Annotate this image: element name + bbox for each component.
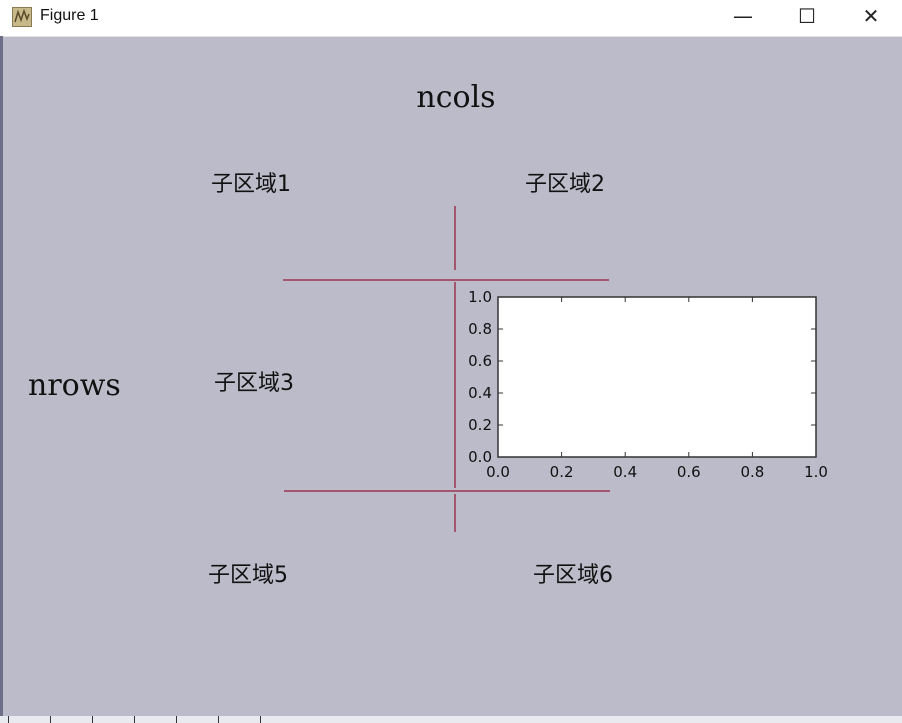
toolbar-button[interactable] [50,716,88,723]
toolbar-button[interactable] [260,716,298,723]
maximize-icon: ☐ [798,4,816,28]
matplotlib-figure-icon [12,7,32,27]
figure-canvas: ncols nrows 子区域1 子区域2 子区域3 子区域5 子区域6 0.0… [0,36,902,716]
y-tick-label: 0.8 [468,320,492,338]
x-tick-label: 0.8 [740,463,764,481]
grid-divider-lines [283,206,610,532]
ncols-label: ncols [416,80,495,115]
close-button[interactable]: ✕ [848,0,894,32]
subplot-label-5: 子区域5 [208,563,288,588]
toolbar-button[interactable] [134,716,172,723]
y-tick-label: 0.0 [468,448,492,466]
toolbar-button[interactable] [8,716,46,723]
subplot-label-1: 子区域1 [211,172,291,197]
window-title: Figure 1 [40,7,99,24]
axes-plot-area [497,296,817,458]
title-bar[interactable]: Figure 1 — ☐ ✕ [0,0,902,37]
close-icon: ✕ [862,4,880,28]
subplot-label-2: 子区域2 [525,172,605,197]
maximize-button[interactable]: ☐ [784,0,830,32]
y-tick-label: 1.0 [468,288,492,306]
toolbar [0,716,902,723]
y-tick-label: 0.4 [468,384,492,402]
subplot-label-6: 子区域6 [533,563,613,588]
x-tick-label: 0.6 [677,463,701,481]
toolbar-button[interactable] [176,716,214,723]
minimize-button[interactable]: — [720,0,766,32]
window-left-border [0,36,3,723]
x-axis-ticks: 0.0 0.2 0.4 0.6 0.8 1.0 [486,297,828,481]
toolbar-button[interactable] [218,716,256,723]
y-axis-ticks: 0.0 0.2 0.4 0.6 0.8 1.0 [468,288,816,466]
x-tick-label: 0.2 [550,463,574,481]
subplot-label-3: 子区域3 [214,371,294,396]
x-tick-label: 1.0 [804,463,828,481]
minimize-icon: — [733,4,753,28]
x-tick-label: 0.4 [613,463,637,481]
toolbar-button[interactable] [92,716,130,723]
x-tick-label: 0.0 [486,463,510,481]
y-tick-label: 0.6 [468,352,492,370]
figure-svg: ncols nrows 子区域1 子区域2 子区域3 子区域5 子区域6 0.0… [28,80,828,588]
nrows-label: nrows [28,368,121,403]
subplot-axes: 0.0 0.2 0.4 0.6 0.8 1.0 0.0 0.2 0.4 0.6 0.8 1.0 [468,288,828,481]
y-tick-label: 0.2 [468,416,492,434]
